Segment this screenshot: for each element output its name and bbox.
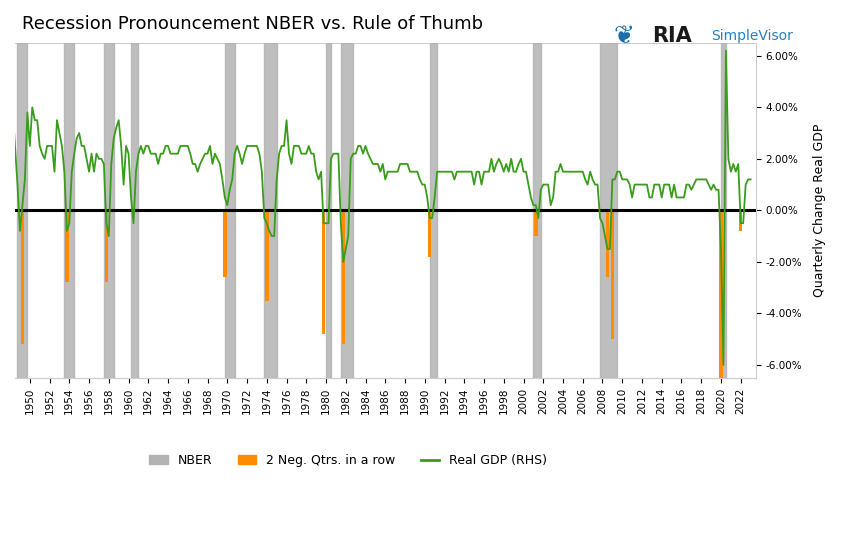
Bar (225, 43, 235, 378)
Bar (223, 210, 226, 277)
Text: Recession Pronouncement NBER vs. Rule of Thumb: Recession Pronouncement NBER vs. Rule of… (23, 15, 484, 33)
Text: ❦: ❦ (614, 24, 635, 48)
Bar (428, 210, 431, 257)
Bar (611, 210, 614, 339)
Bar (265, 210, 268, 300)
Bar (430, 43, 437, 378)
Bar (606, 210, 609, 277)
Bar (21, 210, 24, 345)
Bar (600, 43, 617, 378)
Bar (341, 43, 353, 378)
Bar (533, 43, 541, 378)
Bar (721, 43, 726, 378)
Text: RIA: RIA (652, 26, 691, 46)
Bar (719, 210, 722, 378)
Bar (65, 43, 74, 378)
Legend: NBER, 2 Neg. Qtrs. in a row, Real GDP (RHS): NBER, 2 Neg. Qtrs. in a row, Real GDP (R… (144, 449, 553, 472)
Bar (65, 210, 69, 283)
Bar (739, 210, 743, 231)
Bar (341, 210, 345, 345)
Bar (322, 210, 325, 334)
Bar (534, 210, 537, 236)
Bar (131, 43, 139, 378)
Y-axis label: Quarterly Change Real GDP: Quarterly Change Real GDP (813, 124, 826, 297)
Text: SimpleVisor: SimpleVisor (711, 29, 792, 43)
Bar (326, 43, 331, 378)
Bar (104, 210, 108, 283)
Bar (104, 43, 114, 378)
Bar (264, 43, 277, 378)
Bar (18, 43, 28, 378)
